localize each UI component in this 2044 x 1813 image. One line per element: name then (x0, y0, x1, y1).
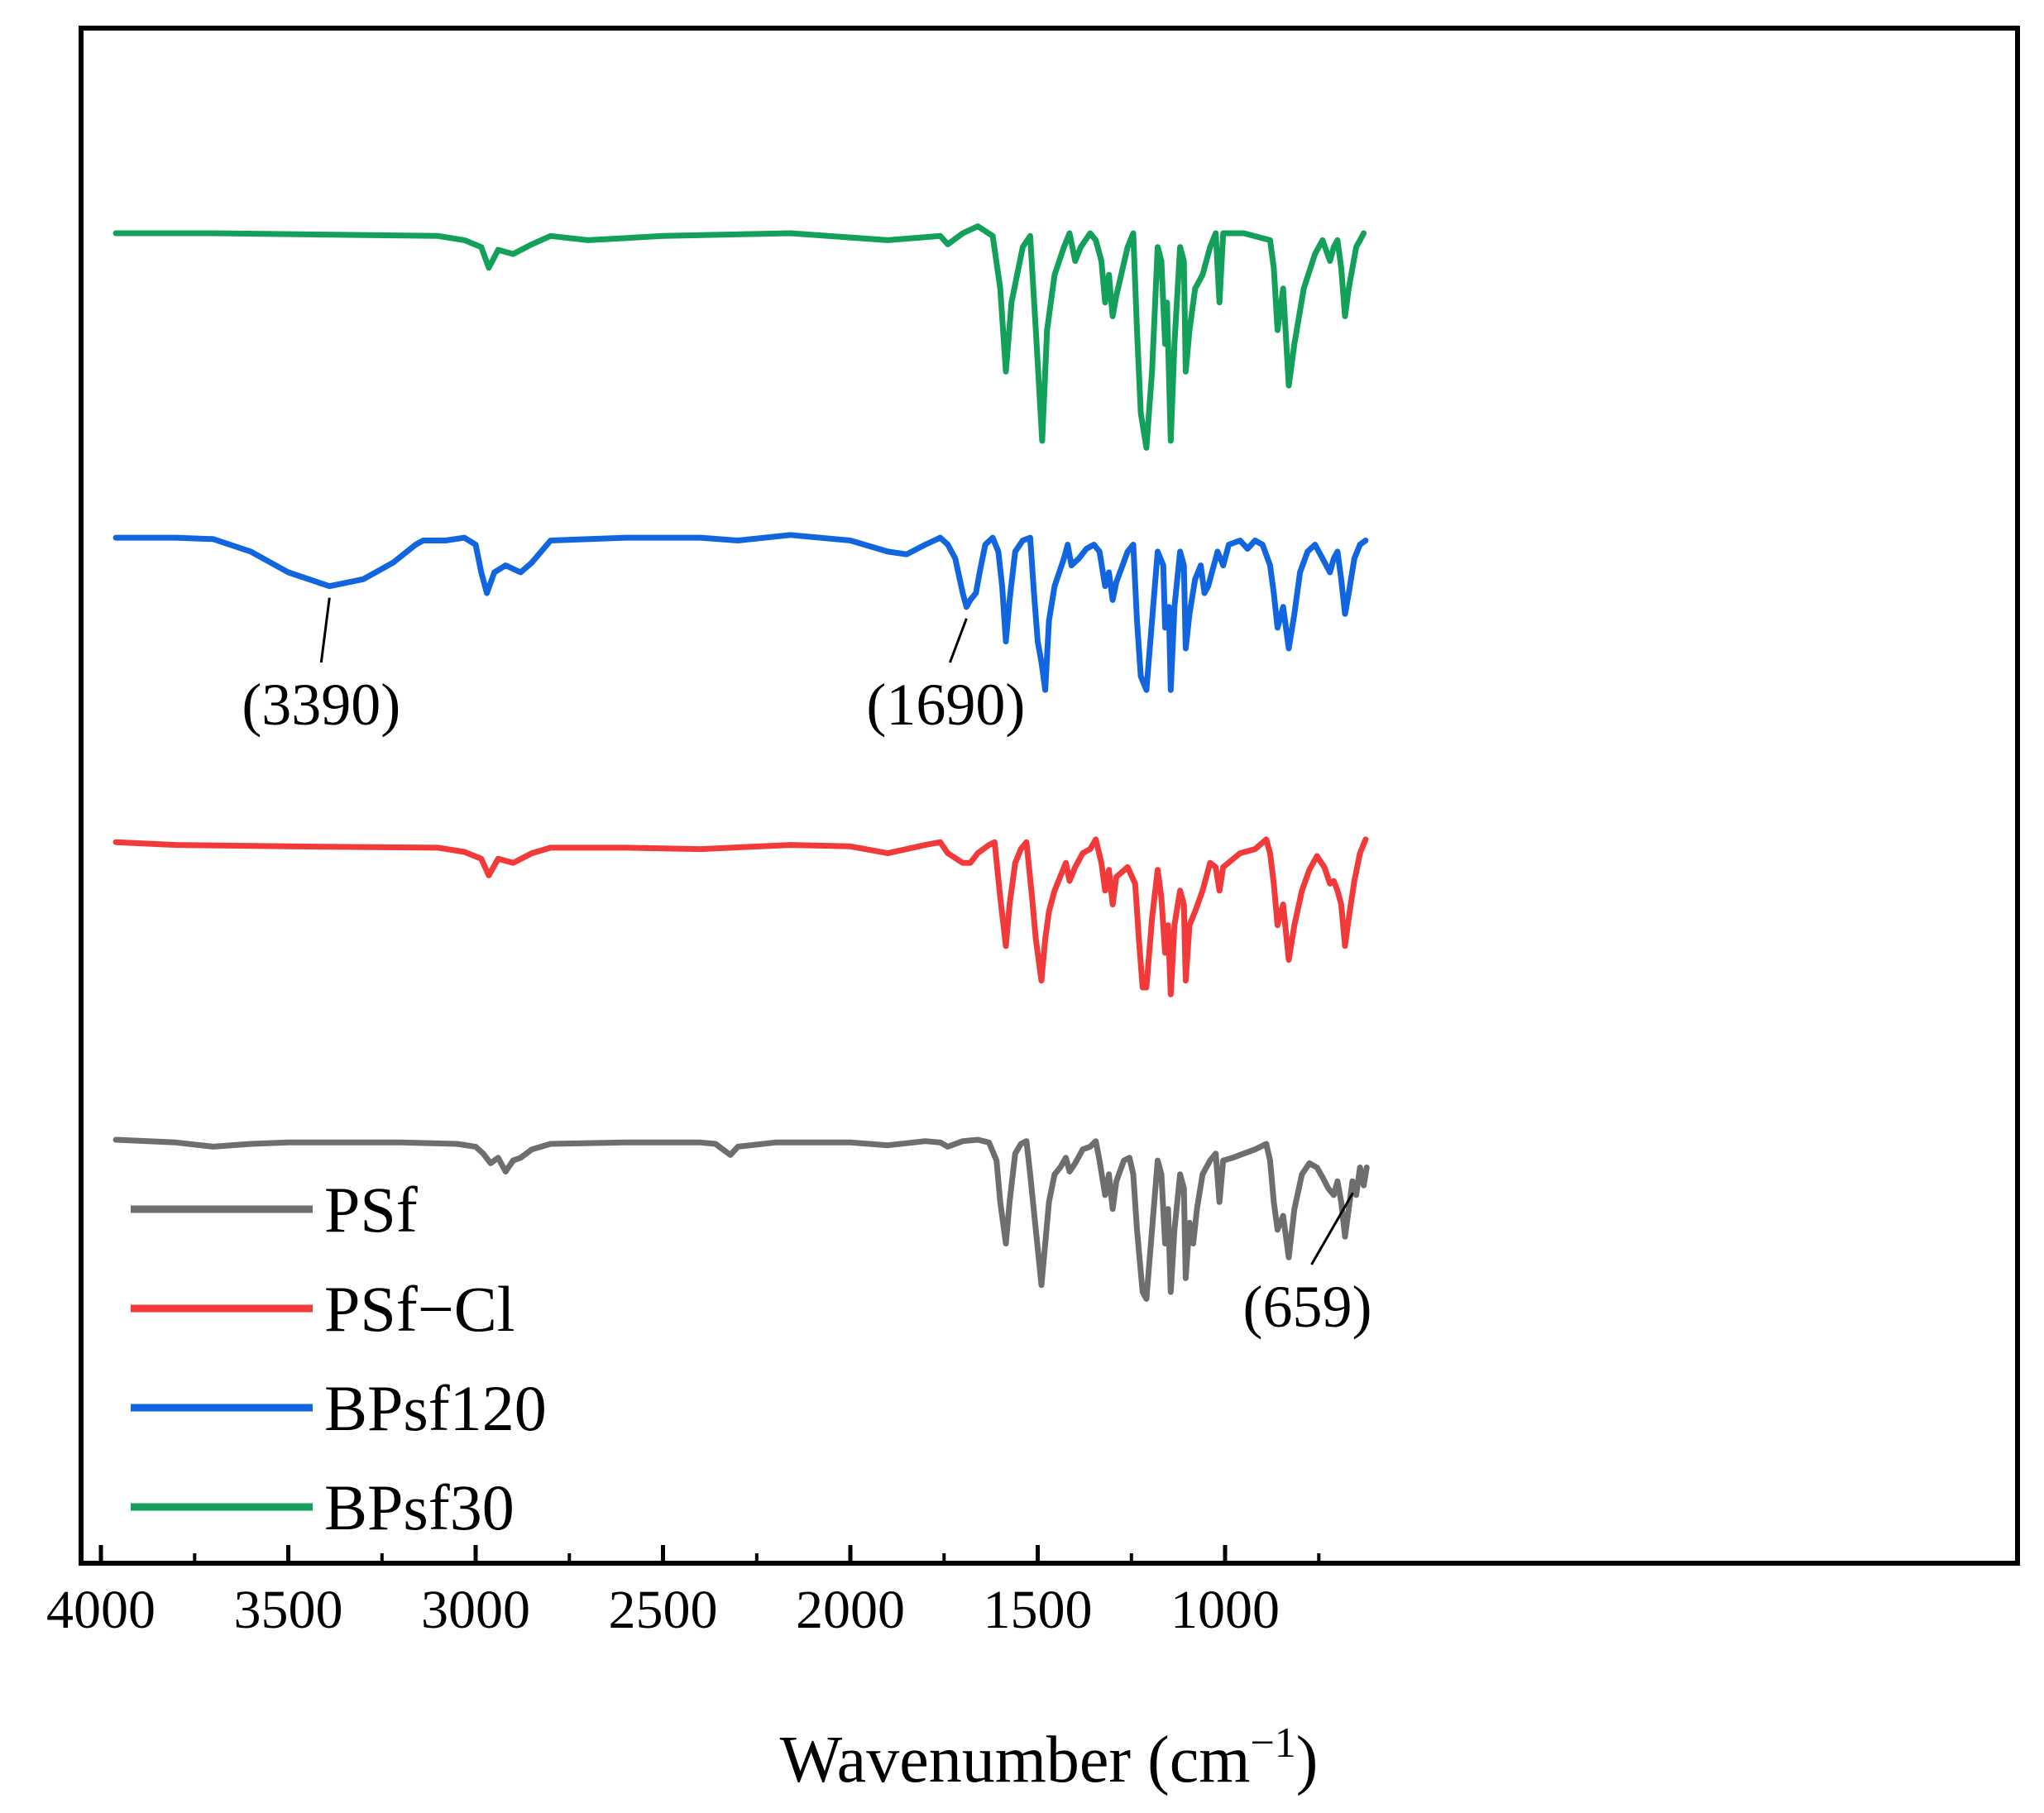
legend-entry-psf: PSf (131, 1174, 418, 1246)
series-line-psf (112, 1136, 1370, 1302)
x-tick-label-3500: 3500 (234, 1580, 343, 1640)
annotation-label-3390: (3390) (242, 672, 400, 738)
legend-label-psf-cl: PSf−Cl (324, 1273, 515, 1345)
x-tick-label-2500: 2500 (609, 1580, 718, 1640)
series-line-psf-cl (112, 836, 1369, 997)
annotation-leader-1690 (948, 618, 968, 663)
x-tick-label-2000: 2000 (796, 1580, 905, 1640)
x-tick-label-1000: 1000 (1170, 1580, 1280, 1640)
annotation-layer: (3390) (1690) (659) (242, 597, 1372, 1340)
legend-label-bpsf120: BPsf120 (324, 1372, 547, 1444)
series-line-bpsf30 (112, 223, 1367, 451)
series-layer (112, 223, 1370, 1302)
legend: PSf PSf−Cl BPsf120 BPsf30 (131, 1174, 547, 1543)
x-axis-ticks: 4000 3500 3000 2500 2000 1500 1000 (46, 1545, 1321, 1640)
x-tick-label-1500: 1500 (984, 1580, 1093, 1640)
legend-label-bpsf30: BPsf30 (324, 1471, 515, 1543)
annotation-leader-659 (1310, 1192, 1354, 1265)
legend-label-psf: PSf (324, 1174, 418, 1246)
series-line-bpsf120 (112, 532, 1369, 693)
x-axis-title-main: Wavenumber (cm (780, 1724, 1251, 1796)
annotation-label-1690: (1690) (866, 672, 1025, 738)
plot-frame (79, 26, 2020, 1566)
x-tick-label-4000: 4000 (46, 1580, 156, 1640)
annotation-leader-3390 (319, 597, 331, 663)
annotation-label-659: (659) (1243, 1274, 1372, 1340)
x-axis-title-close: ) (1296, 1724, 1319, 1796)
legend-entry-psf-cl: PSf−Cl (131, 1273, 515, 1345)
x-tick-label-3000: 3000 (421, 1580, 530, 1640)
legend-entry-bpsf30: BPsf30 (131, 1471, 515, 1543)
legend-entry-bpsf120: BPsf120 (131, 1372, 547, 1444)
x-axis-title-superscript: −1 (1250, 1720, 1295, 1767)
x-axis-title: Wavenumber (cm−1) (780, 1720, 1319, 1796)
